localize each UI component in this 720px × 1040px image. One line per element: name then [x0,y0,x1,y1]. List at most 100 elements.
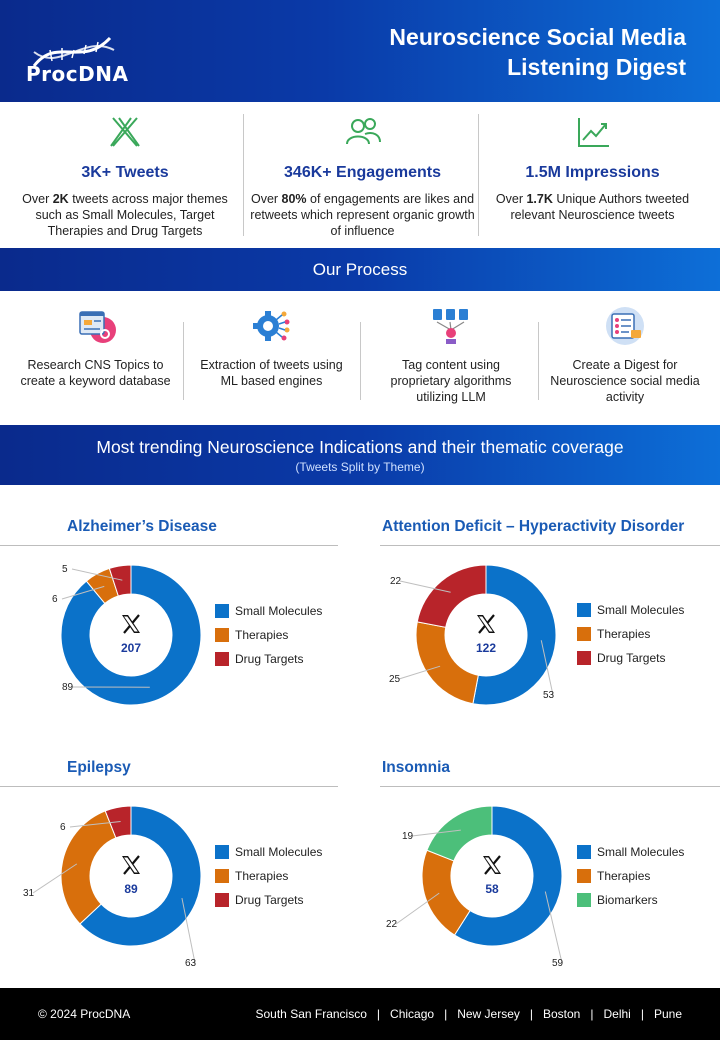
legend-label: Small Molecules [597,845,685,859]
legend-item: Small Molecules [215,599,322,623]
chart-legend: Small Molecules Therapies Drug Targets [215,840,322,912]
data-label: 53 [543,690,555,701]
legend-item: Drug Targets [215,647,322,671]
footer-copyright: © 2024 ProcDNA [38,1007,131,1021]
kpi-description: Over 2K tweets across major themes such … [22,192,228,238]
donut-slice-small-molecules [453,805,563,947]
legend-item: Biomarkers [577,888,684,912]
divider [380,786,720,787]
legend-label: Therapies [597,627,651,641]
footer-location: South San Francisco [255,1007,367,1021]
legend-item: Therapies [215,623,322,647]
chart-title: Alzheimer’s Disease [67,518,217,535]
footer-location: Boston [543,1007,581,1021]
dna-logo-icon [32,36,115,67]
footer-location: Pune [653,1007,682,1021]
x-logo-icon [122,614,140,634]
process-step-label: Tag content using proprietary algorithms… [390,358,512,404]
process-step: Create a Digest for Neuroscience social … [548,300,702,415]
chart-panel-epilepsy: Epilepsy 63 31 6 89 Small Molecules Therapie… [0,759,340,989]
donut-chart: 89 6 5 207 [52,564,202,706]
leader-line [181,897,196,964]
legend-label: Drug Targets [235,652,304,666]
data-label: 22 [390,576,402,587]
data-label: 19 [402,831,414,842]
chart-legend: Small Molecules Therapies Drug Targets [577,598,684,670]
legend-label: Drug Targets [597,651,666,665]
divider [538,322,539,400]
separator: | [444,1007,448,1021]
process-title: Our Process [312,260,408,279]
divider [360,322,361,400]
process-step-label: Extraction of tweets using ML based engi… [200,358,343,388]
center-total: 58 [485,882,499,896]
legend-swatch [215,604,229,618]
chart-title: Epilepsy [67,759,131,776]
legend-item: Therapies [577,864,684,888]
kpi-title: 346K+ Engagements [284,164,441,181]
divider [0,786,338,787]
center-total: 122 [476,641,496,655]
divider [380,545,720,546]
separator: | [640,1007,644,1021]
legend-item: Small Molecules [215,840,322,864]
chart-panel-alzheimers: Alzheimer’s Disease 89 6 5 207 Small Molecu… [0,518,340,748]
donut-slice-therapies [60,810,117,925]
legend-label: Therapies [597,869,651,883]
divider [183,322,184,400]
process-step: Extraction of tweets using ML based engi… [193,300,350,415]
legend-swatch [577,627,591,641]
data-label: 6 [60,822,66,833]
chart-panel-insomnia: Insomnia 59 22 19 58 Small Molecules Therapi… [380,759,720,989]
legend-swatch [215,628,229,642]
process-step: Tag content using proprietary algorithms… [372,300,530,415]
data-label: 63 [185,958,197,969]
kpi-impressions: 1.5M Impressions Over 1.7K Unique Author… [485,102,700,248]
header-banner: ProcDNA Neuroscience Social Media Listen… [0,0,720,102]
donut-slice-small-molecules [60,564,202,706]
data-label: 5 [62,564,68,575]
trending-title: Most trending Neuroscience Indications a… [96,437,624,457]
legend-item: Drug Targets [577,646,684,670]
kpi-title: 3K+ Tweets [81,164,169,181]
donut-slice-biomarkers [426,805,493,862]
data-label: 59 [552,958,564,969]
leader-line [544,891,563,964]
legend-label: Biomarkers [597,893,658,907]
legend-swatch [577,651,591,665]
legend-label: Small Molecules [235,845,323,859]
donut-chart: 53 25 22 122 [389,564,557,706]
trending-subtitle: (Tweets Split by Theme) [295,460,425,474]
separator: | [590,1007,594,1021]
donut-slice-therapies [415,621,479,705]
research-icon [78,311,116,343]
legend-label: Therapies [235,869,289,883]
center-total: 89 [124,882,138,896]
kpi-engagements: 346K+ Engagements Over 80% of engagement… [250,102,475,248]
separator: | [376,1007,381,1021]
leader-line [71,568,123,581]
logo-text: ProcDNA [26,62,129,86]
donut-slice-therapies [421,849,471,936]
legend-label: Small Molecules [597,603,685,617]
page-title-line-2: Listening Digest [507,54,686,80]
data-label: 6 [52,594,58,605]
footer: © 2024 ProcDNA South San Francisco | Chica… [0,988,720,1040]
page-title: Neuroscience Social Media Listening Dige… [389,22,686,82]
leader-line [398,665,441,680]
donut-slice-drug-targets [108,564,132,597]
process-banner: Our Process [0,248,720,291]
process-step-label: Create a Digest for Neuroscience social … [550,358,700,404]
legend-swatch [577,869,591,883]
x-logo-icon [483,855,501,875]
x-logo-icon [122,855,140,875]
divider [0,545,338,546]
x-logo-icon [110,117,140,147]
data-label: 31 [23,888,35,899]
legend-item: Therapies [577,622,684,646]
kpi-title: 1.5M Impressions [525,164,660,181]
legend-swatch [215,869,229,883]
legend-swatch [215,893,229,907]
leader-line [69,820,121,828]
leader-line [32,863,78,894]
